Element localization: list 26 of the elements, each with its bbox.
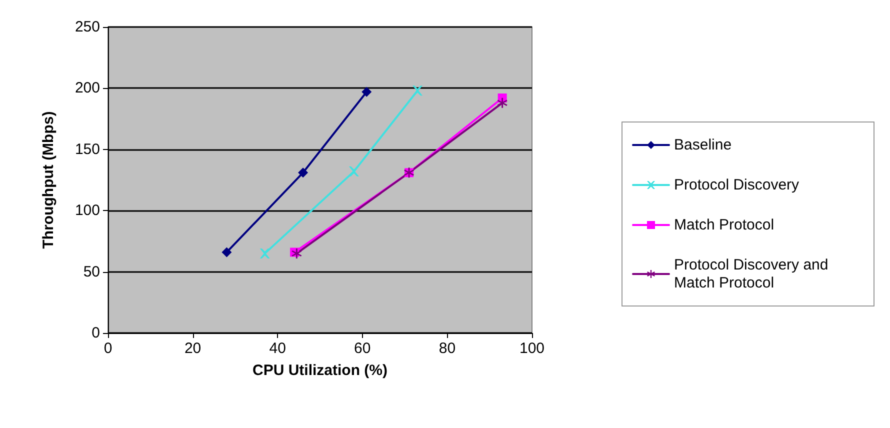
- y-tick-label: 250: [74, 18, 100, 36]
- point: [222, 247, 232, 258]
- point: [298, 168, 308, 178]
- y-tick-label: 150: [74, 140, 100, 158]
- point: [497, 98, 508, 108]
- point: [260, 248, 270, 258]
- x-tick-label: 100: [519, 340, 545, 357]
- legend-label: Protocol Discovery: [674, 176, 800, 194]
- x-tick-label: 20: [184, 340, 202, 357]
- x-tick-label: 40: [269, 340, 286, 357]
- point: [348, 166, 359, 176]
- x-tick-label: 60: [354, 340, 371, 357]
- point: [292, 248, 302, 258]
- y-axis-title: Throughput (Mbps): [40, 111, 57, 249]
- x-axis-title: CPU Utilization (%): [252, 362, 388, 379]
- y-tick-label: 50: [83, 263, 100, 280]
- y-tick-label: 100: [74, 202, 100, 220]
- point: [412, 86, 423, 96]
- x-tick-label: 80: [438, 340, 456, 357]
- point: [362, 86, 372, 97]
- x-tick-label: 0: [104, 340, 112, 357]
- legend-label: Protocol Discovery and Match Protocol: [674, 256, 832, 292]
- legend-label: Match Protocol: [674, 216, 774, 234]
- y-tick-label: 0: [92, 324, 100, 342]
- y-tick-label: 200: [74, 80, 100, 97]
- legend-label: Baseline: [674, 136, 732, 154]
